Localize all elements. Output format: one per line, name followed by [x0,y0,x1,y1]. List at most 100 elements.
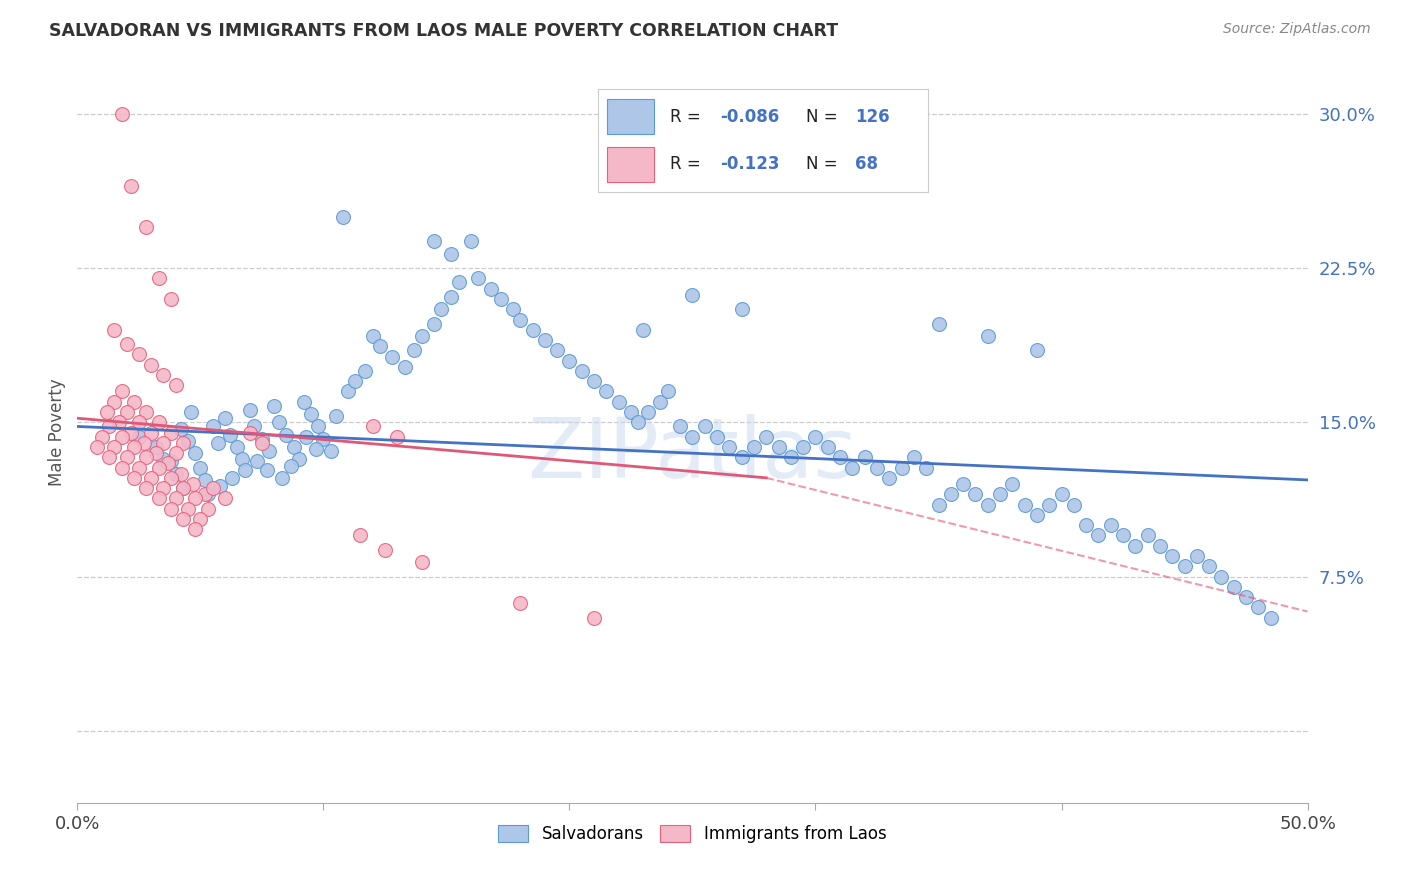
Point [571,364,593,378]
Point [180,405,202,419]
Point [207,436,229,450]
Point [214,491,236,506]
Point [90,430,114,444]
Point [148,271,170,285]
Point [165,491,187,506]
Point [299,407,322,421]
Text: R =: R = [671,155,706,173]
Point [165,467,187,481]
Point [243,419,266,434]
Point [160,471,183,485]
Point [201,419,224,434]
Point [184,446,207,460]
Point [742,440,765,454]
Point [479,282,502,296]
Point [682,430,704,444]
Point [1050,487,1073,501]
Point [152,436,174,450]
Point [682,288,704,302]
Point [669,419,692,434]
Point [650,394,672,409]
Point [219,427,242,442]
Point [280,458,302,473]
Point [1087,528,1109,542]
Point [115,450,138,465]
Point [128,347,150,361]
Point [534,333,557,347]
Point [404,343,426,358]
Text: SALVADORAN VS IMMIGRANTS FROM LAOS MALE POVERTY CORRELATION CHART: SALVADORAN VS IMMIGRANTS FROM LAOS MALE … [49,22,838,40]
Point [148,491,170,506]
Point [374,542,396,557]
Point [111,107,132,121]
Point [319,444,342,458]
Point [239,425,262,440]
Point [233,462,256,476]
Point [430,302,453,317]
FancyBboxPatch shape [607,99,654,135]
Point [325,409,347,424]
Point [103,440,125,454]
Text: -0.086: -0.086 [720,108,779,126]
Point [804,430,827,444]
Point [633,323,655,337]
Point [1099,518,1122,533]
Point [903,169,925,183]
Point [160,454,183,468]
Point [447,276,470,290]
Point [988,487,1011,501]
Point [332,210,354,224]
Point [702,128,724,142]
Point [250,432,273,446]
Point [731,302,754,317]
Point [308,419,330,434]
Point [1026,508,1049,522]
Point [657,384,679,399]
Point [583,374,606,388]
Point [344,374,367,388]
Point [157,457,180,471]
Point [792,440,814,454]
Point [108,415,131,429]
Point [780,450,803,465]
Point [1174,559,1197,574]
Legend: Salvadorans, Immigrants from Laos: Salvadorans, Immigrants from Laos [492,819,893,850]
Point [354,364,377,378]
Point [1026,343,1049,358]
Point [172,481,194,495]
Point [381,350,404,364]
Point [160,292,183,306]
Point [194,473,217,487]
Point [830,450,852,465]
Point [250,436,273,450]
Point [111,460,132,475]
Point [1076,518,1098,533]
Point [693,419,716,434]
Point [256,462,278,476]
Point [132,436,155,450]
Point [98,450,121,465]
Point [103,394,125,409]
Point [122,394,145,409]
Point [181,477,204,491]
Point [853,450,876,465]
Point [731,137,754,152]
Point [731,450,754,465]
Point [607,394,630,409]
Point [259,444,281,458]
Point [184,522,207,536]
Point [1063,498,1085,512]
Point [197,487,219,501]
Point [467,271,489,285]
Point [177,501,200,516]
Point [115,405,138,419]
Point [440,290,463,304]
Point [546,343,568,358]
Text: R =: R = [671,108,706,126]
Point [188,460,212,475]
Point [246,454,269,468]
Point [152,452,174,467]
Point [148,415,170,429]
Text: -0.123: -0.123 [720,155,779,173]
Point [239,403,262,417]
